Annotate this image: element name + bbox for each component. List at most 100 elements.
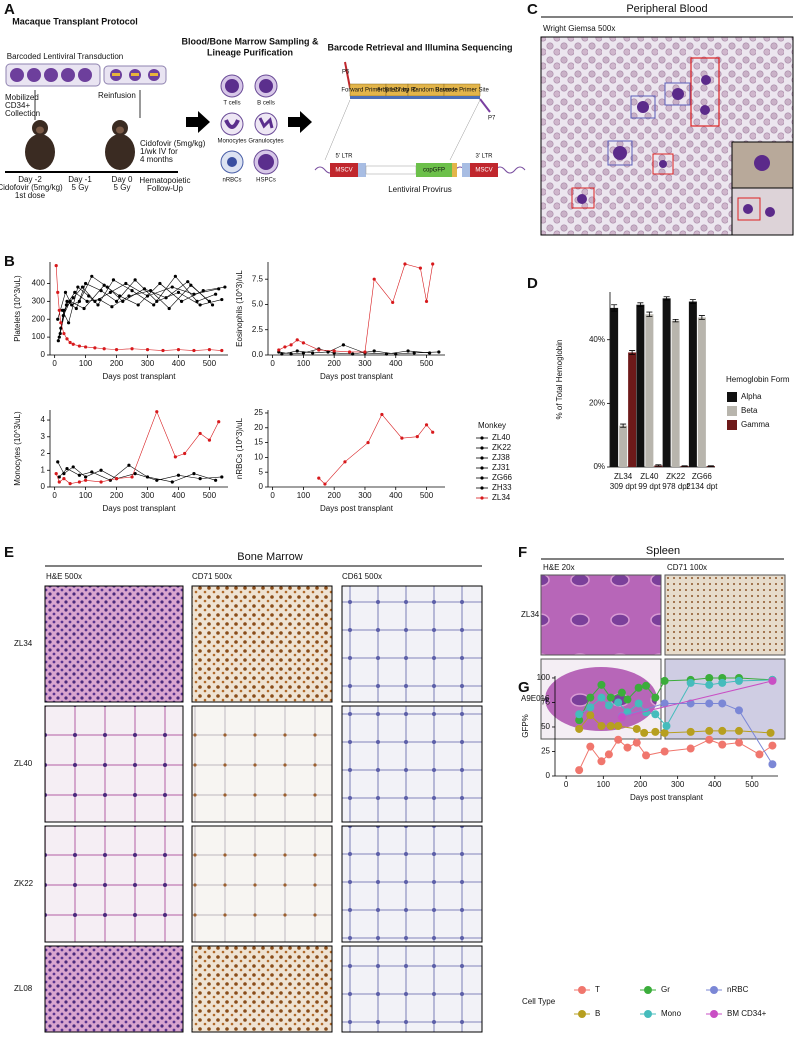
x-tick-label: 0 [270, 491, 275, 500]
stain-label: H&E 500x [46, 572, 82, 581]
data-point [183, 451, 187, 456]
series-line [318, 413, 433, 485]
data-point [617, 713, 626, 722]
data-point [207, 299, 212, 303]
data-point [73, 290, 77, 295]
cell-label: nRBCs [222, 178, 241, 184]
stain-label: CD71 500x [192, 572, 232, 581]
data-point [108, 290, 112, 295]
y-tick-label: 5.0 [252, 300, 264, 309]
data-point [161, 348, 165, 353]
segment: Reverse Primer Site [435, 88, 489, 94]
data-point [136, 303, 140, 307]
data-point [283, 345, 287, 349]
y-axis-label: Platelets (10^3/uL) [13, 275, 22, 342]
x-tick-label: 200 [634, 780, 648, 789]
cidofovir: 1/wk IV for [140, 147, 178, 156]
data-point [614, 722, 623, 730]
data-point [718, 678, 727, 687]
legend-dot [710, 986, 718, 994]
x-tick-label: 100 [79, 359, 93, 368]
data-point [289, 352, 293, 356]
data-point [70, 303, 74, 307]
legend-title: Cell Type [522, 997, 556, 1006]
primer: P5 [342, 70, 350, 76]
x-tick-note: 309 dpt [610, 482, 637, 491]
data-point [102, 347, 106, 351]
data-point [431, 262, 435, 266]
x-tick-label: ZL34 [614, 472, 633, 481]
data-point [102, 283, 106, 287]
data-point [424, 299, 429, 304]
stain-label: CD71 100x [667, 563, 707, 572]
legend-label: BM CD34+ [727, 1009, 767, 1018]
y-axis-label: Monocytes (10^3/uL) [13, 411, 22, 486]
data-point [77, 299, 82, 303]
y-tick-label: 25 [254, 408, 263, 417]
sample-label: A9E016 [521, 694, 550, 703]
bar [688, 301, 697, 467]
data-point [220, 475, 224, 479]
data-point [207, 438, 212, 442]
data-point [82, 306, 86, 311]
x-tick-label: 500 [203, 359, 217, 368]
bar [628, 352, 637, 467]
blood-title: Peripheral Blood [626, 3, 707, 15]
bar [645, 314, 654, 467]
data-point [198, 477, 202, 481]
data-point [63, 290, 68, 295]
panel-label: D [527, 275, 538, 292]
arrow [288, 111, 312, 133]
data-point [575, 724, 584, 733]
data-point [686, 678, 695, 687]
data-point [111, 278, 116, 282]
y-tick-label: 15 [254, 438, 263, 447]
panel-label: G [518, 679, 530, 696]
x-tick-label: ZK22 [666, 472, 686, 481]
data-point [155, 410, 159, 414]
bar [697, 317, 706, 467]
y-tick-label: 7.5 [252, 274, 264, 283]
dose: 5 Gy [72, 183, 89, 192]
data-point [71, 465, 75, 469]
data-point [718, 740, 727, 749]
data-point [412, 351, 416, 355]
data-point [93, 346, 97, 350]
data-point [394, 352, 398, 356]
data-point [167, 306, 171, 311]
ltr: 3' LTR [475, 154, 493, 160]
cell-label: Monocytes [217, 139, 246, 145]
cells [220, 74, 279, 175]
x-tick-label: 500 [420, 359, 434, 368]
data-point [597, 693, 606, 702]
data-point [84, 281, 88, 286]
data-point [195, 299, 199, 303]
data-point [768, 741, 777, 750]
data-point [651, 693, 660, 702]
series-line [58, 283, 225, 341]
primer: P7 [488, 116, 496, 122]
data-point [57, 480, 61, 484]
data-point [62, 477, 66, 481]
y-tick-label: 100 [32, 332, 46, 341]
y-tick-label: 40% [589, 335, 605, 344]
segment: Forward Primer Site [341, 88, 395, 94]
x-tick-label: 300 [671, 780, 685, 789]
reinfusion: Reinfusion [98, 91, 136, 100]
cidofovir: 1st dose [15, 191, 46, 200]
error-bar [707, 465, 714, 467]
y-tick-label: 0 [41, 482, 46, 491]
data-point [68, 340, 72, 345]
y-tick-label: 3 [41, 432, 46, 441]
data-point [87, 294, 91, 298]
legend-label: nRBC [727, 985, 749, 994]
x-tick-note: 99 dpt [638, 482, 661, 491]
data-point [192, 472, 196, 476]
data-point [220, 348, 224, 353]
data-point [201, 289, 205, 293]
x-tick-label: 300 [358, 491, 372, 500]
marrow-title: Bone Marrow [237, 551, 302, 563]
panel-label: E [4, 544, 14, 561]
legend-dot [480, 446, 484, 450]
series-line [278, 263, 433, 353]
